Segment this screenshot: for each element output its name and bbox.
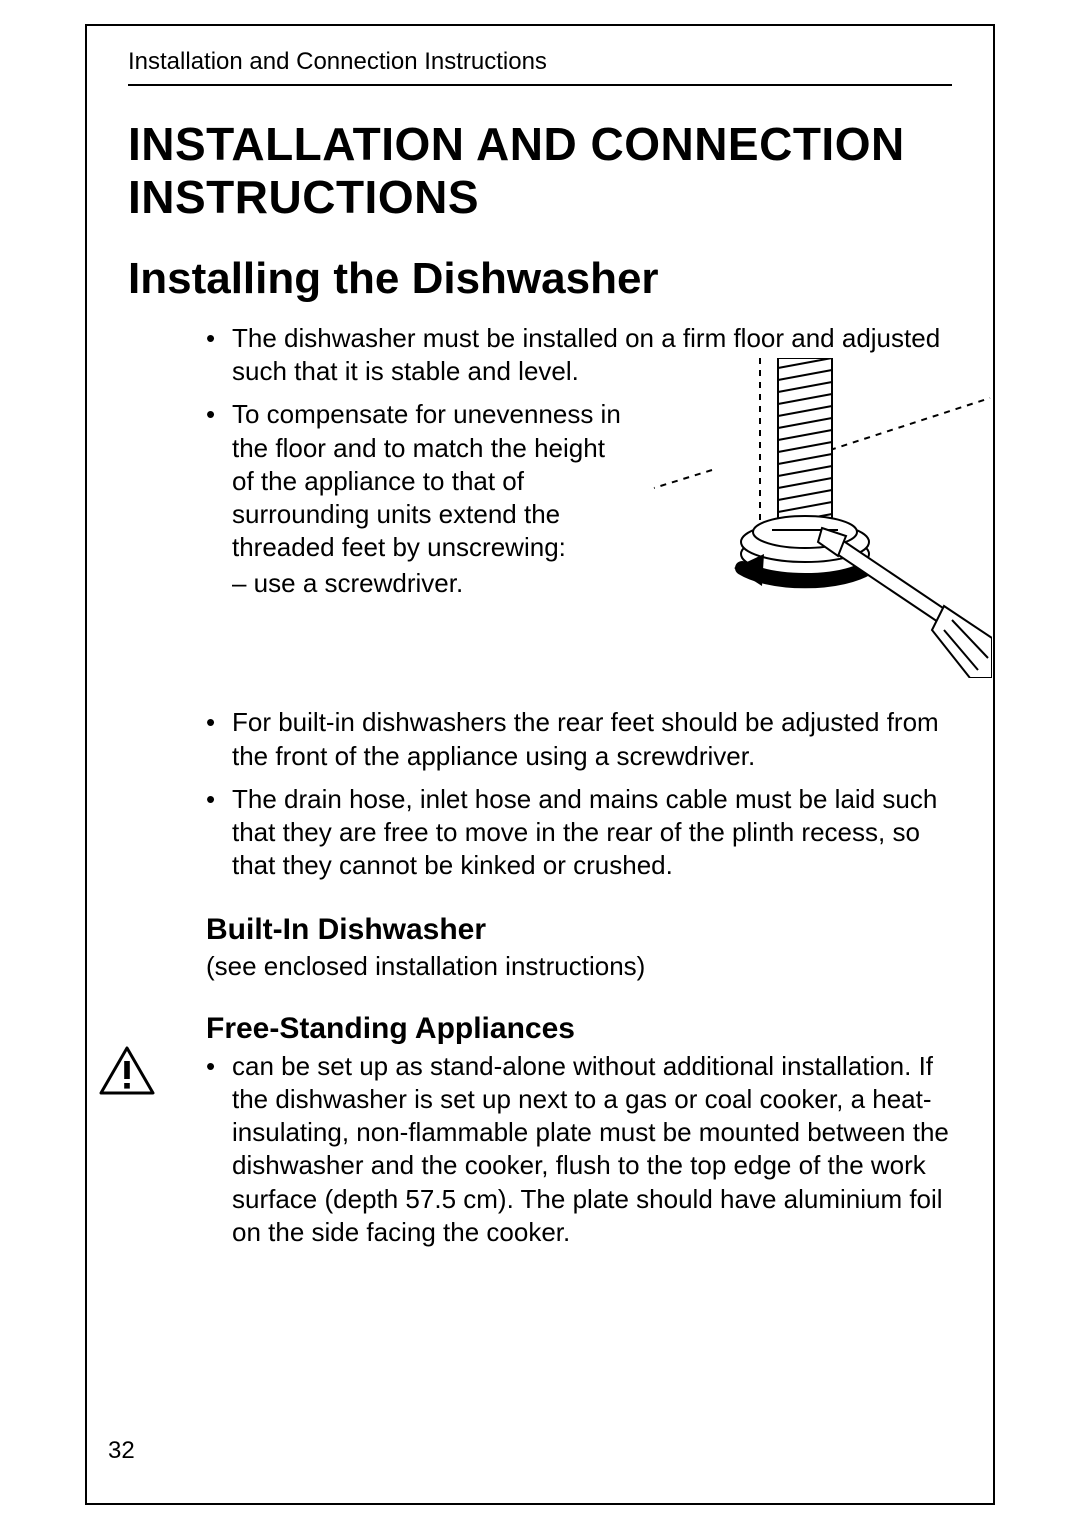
list-item: can be set up as stand-alone without add…	[206, 1050, 952, 1250]
section-title: INSTALLATION AND CONNECTION INSTRUCTIONS	[128, 118, 952, 224]
list-item: The drain hose, inlet hose and mains cab…	[206, 783, 952, 883]
list-item: For built-in dishwashers the rear feet s…	[206, 706, 952, 773]
spacer	[128, 688, 952, 706]
h1-line2: INSTRUCTIONS	[128, 171, 479, 223]
bullet-text: The drain hose, inlet hose and mains cab…	[232, 784, 937, 881]
bullet-text: For built-in dishwashers the rear feet s…	[232, 707, 939, 770]
bullet-text: To compensate for unevenness in the floo…	[232, 399, 621, 562]
built-in-heading: Built-In Dishwasher	[128, 913, 952, 947]
built-in-note: (see enclosed installation instructions)	[128, 951, 952, 982]
h1-line1: INSTALLATION AND CONNECTION	[128, 118, 905, 170]
threaded-foot-illustration	[652, 358, 992, 678]
bullet-list-mid: For built-in dishwashers the rear feet s…	[128, 706, 952, 882]
bullet-subtext: – use a screwdriver.	[232, 567, 632, 600]
page: Installation and Connection Instructions…	[0, 0, 1080, 1529]
free-standing-heading: Free-Standing Appliances	[128, 1012, 952, 1046]
page-number: 32	[108, 1437, 135, 1465]
content-area: INSTALLATION AND CONNECTION INSTRUCTIONS…	[128, 110, 952, 1259]
bullet-text: can be set up as stand-alone without add…	[232, 1051, 949, 1247]
warning-icon	[98, 1045, 156, 1097]
subsection-title: Installing the Dishwasher	[128, 254, 952, 304]
bullet-list-freestanding: can be set up as stand-alone without add…	[128, 1050, 952, 1250]
bullet-list-top: The dishwasher must be installed on a fi…	[128, 322, 952, 679]
list-item: To compensate for unevenness in the floo…	[206, 398, 952, 678]
running-head: Installation and Connection Instructions	[128, 48, 952, 86]
